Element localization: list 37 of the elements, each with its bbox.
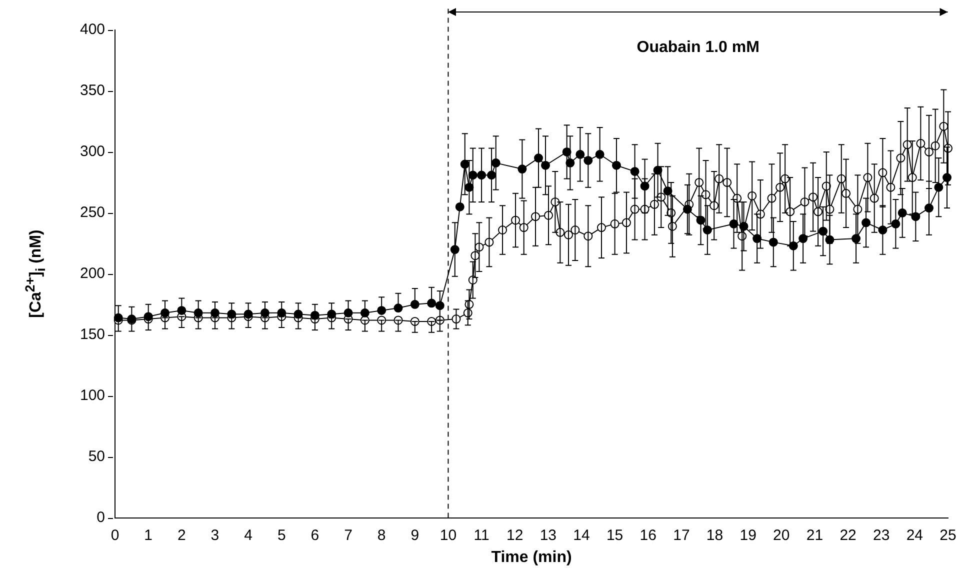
x-tick-label: 0 [110, 526, 120, 544]
y-tick-label: 400 [80, 21, 106, 38]
x-tick-label: 11 [474, 526, 490, 544]
x-tick-label: 1 [144, 526, 153, 544]
x-tick-label: 15 [606, 526, 624, 544]
y-tick-label: 50 [88, 448, 106, 465]
x-tick-label: 19 [740, 526, 756, 544]
y-tick-label: 250 [80, 204, 106, 222]
x-tick-label: 12 [506, 526, 524, 544]
x-tick-label: 10 [440, 526, 457, 544]
annotation: Ouabain 1.0 mM [636, 39, 760, 56]
x-tick-label: 6 [310, 526, 320, 544]
x-tick-label: 18 [706, 526, 724, 544]
y-tick-label: 100 [80, 386, 106, 404]
x-tick-label: 8 [377, 526, 386, 544]
x-tick-label: 13 [540, 526, 557, 544]
x-tick-label: 25 [940, 526, 956, 544]
x-tick-label: 7 [344, 526, 352, 544]
x-tick-label: 22 [840, 526, 856, 544]
y-tick-label: 0 [96, 508, 106, 526]
x-tick-label: 2 [177, 526, 186, 544]
x-tick-label: 23 [873, 526, 890, 544]
y-tick-label: 350 [80, 82, 106, 100]
x-axis-title: Time (min) [491, 548, 572, 566]
x-tick-label: 24 [906, 526, 924, 544]
x-tick-label: 3 [210, 526, 220, 544]
y-tick-label: 150 [80, 326, 106, 344]
x-tick-label: 9 [410, 526, 420, 544]
x-tick-label: 5 [277, 526, 286, 544]
x-tick-label: 17 [673, 526, 690, 544]
x-tick-label: 20 [773, 526, 790, 544]
x-tick-label: 21 [806, 526, 824, 544]
x-tick-label: 14 [573, 526, 590, 544]
y-tick-label: 300 [80, 143, 106, 160]
y-tick-label: 200 [80, 265, 106, 282]
x-tick-label: 16 [640, 526, 656, 544]
x-tick-label: 4 [244, 526, 252, 544]
